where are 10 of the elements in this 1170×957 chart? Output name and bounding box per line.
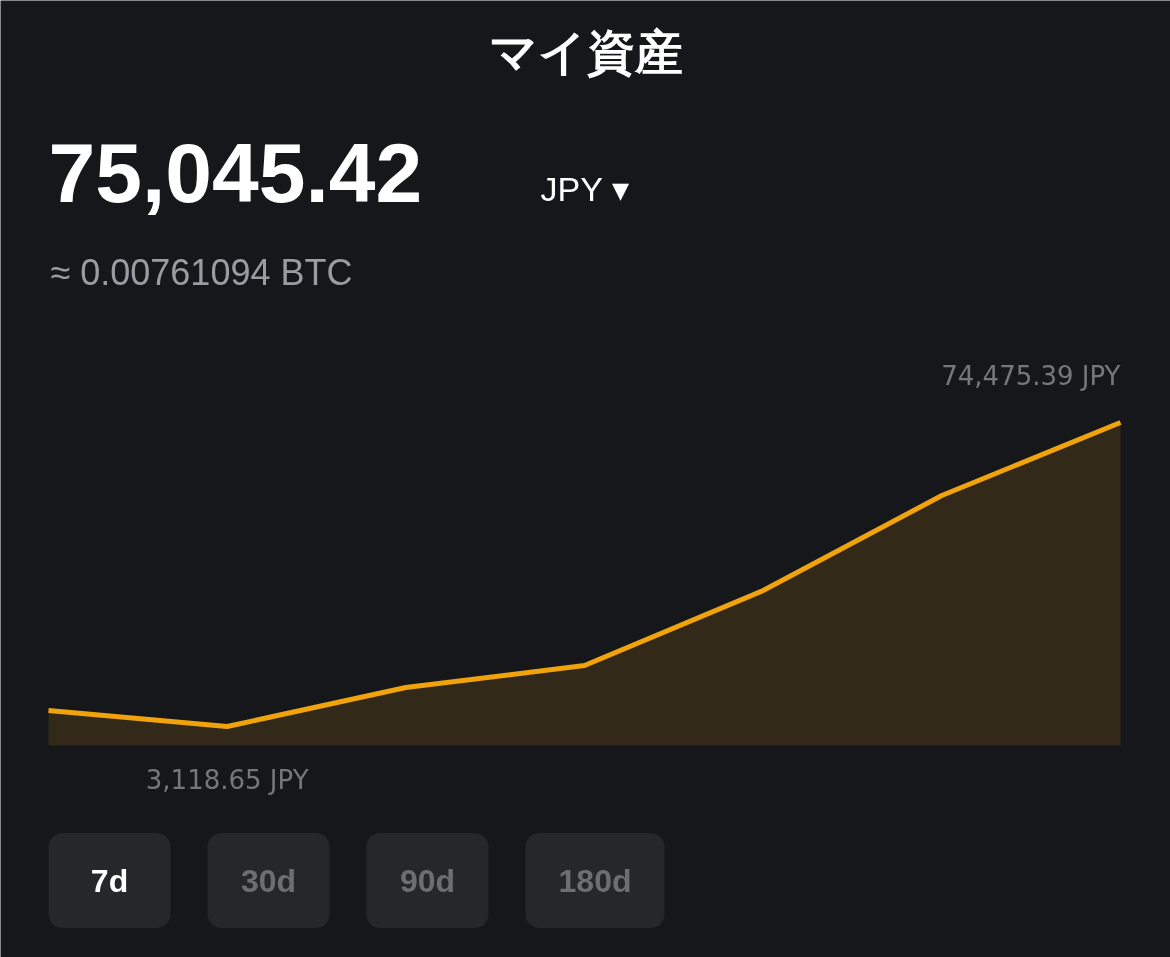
text: 30d — [240, 862, 297, 899]
text: 90d — [399, 862, 456, 899]
data-label: 74,475.39 JPY — [941, 360, 1121, 391]
data-label: 3,118.65 JPY — [145, 764, 309, 795]
chart-subtitle: 75,045.42 — [48, 125, 423, 220]
text: 180d — [558, 862, 632, 899]
text: JPY ▾ — [540, 169, 629, 208]
chart-title: マイ資産 — [488, 26, 683, 79]
text: 7d — [90, 862, 129, 899]
text: ≈ 0.00761094 BTC — [50, 252, 353, 293]
